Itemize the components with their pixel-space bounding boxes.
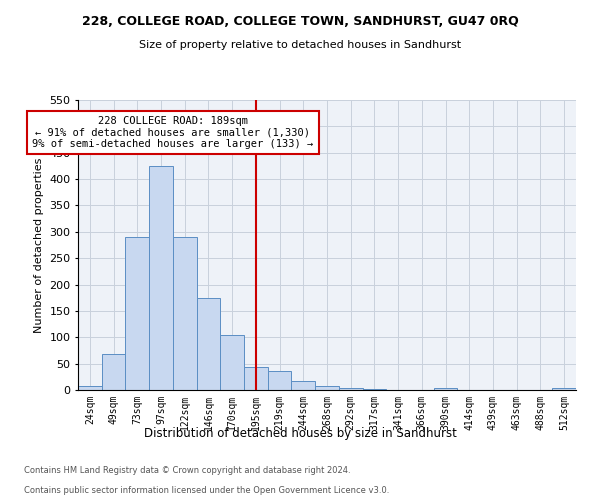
Bar <box>268 371 292 390</box>
Bar <box>434 388 457 390</box>
Text: 228, COLLEGE ROAD, COLLEGE TOWN, SANDHURST, GU47 0RQ: 228, COLLEGE ROAD, COLLEGE TOWN, SANDHUR… <box>82 15 518 28</box>
Text: Distribution of detached houses by size in Sandhurst: Distribution of detached houses by size … <box>143 428 457 440</box>
Text: Contains public sector information licensed under the Open Government Licence v3: Contains public sector information licen… <box>24 486 389 495</box>
Bar <box>292 380 315 390</box>
Text: 228 COLLEGE ROAD: 189sqm
← 91% of detached houses are smaller (1,330)
9% of semi: 228 COLLEGE ROAD: 189sqm ← 91% of detach… <box>32 116 313 149</box>
Bar <box>102 354 125 390</box>
Bar <box>315 386 339 390</box>
Bar <box>197 298 220 390</box>
Bar <box>173 236 197 390</box>
Bar <box>149 166 173 390</box>
Bar <box>244 368 268 390</box>
Text: Contains HM Land Registry data © Crown copyright and database right 2024.: Contains HM Land Registry data © Crown c… <box>24 466 350 475</box>
Bar <box>125 236 149 390</box>
Bar <box>220 334 244 390</box>
Bar <box>78 386 102 390</box>
Bar <box>339 388 362 390</box>
Bar <box>552 388 576 390</box>
Text: Size of property relative to detached houses in Sandhurst: Size of property relative to detached ho… <box>139 40 461 50</box>
Y-axis label: Number of detached properties: Number of detached properties <box>34 158 44 332</box>
Bar <box>362 389 386 390</box>
